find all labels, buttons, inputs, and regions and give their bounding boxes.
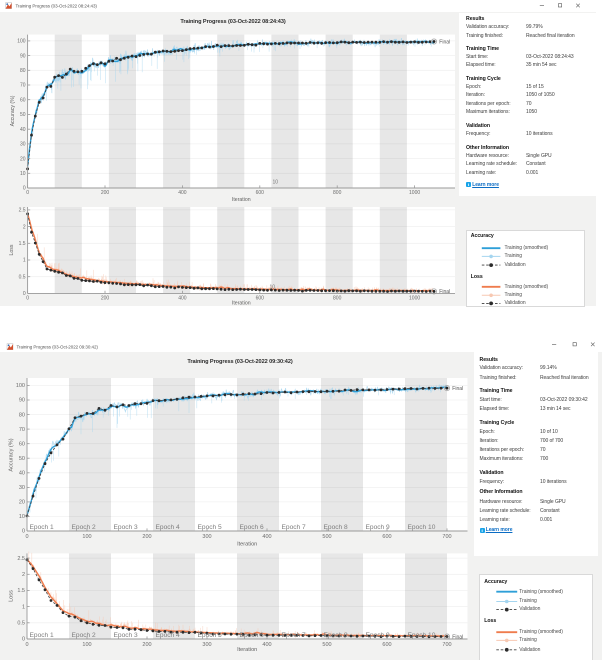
svg-text:Iteration: Iteration [237,541,257,547]
svg-text:40: 40 [19,471,25,477]
svg-text:0: 0 [25,642,28,648]
svg-text:600: 600 [256,296,265,302]
svg-text:Epoch 5: Epoch 5 [198,524,223,531]
svg-text:1.5: 1.5 [17,588,25,594]
svg-text:60: 60 [20,97,26,103]
svg-text:1: 1 [23,258,26,264]
svg-text:0: 0 [23,291,26,297]
svg-text:Accuracy (%): Accuracy (%) [8,438,14,471]
svg-text:50: 50 [20,112,26,118]
svg-text:Epoch 10: Epoch 10 [408,524,436,531]
svg-text:100: 100 [82,642,91,648]
svg-text:Accuracy (%): Accuracy (%) [10,95,16,126]
svg-text:10: 10 [270,285,276,291]
svg-text:Training Progress (03-Oct-2022: Training Progress (03-Oct-2022 08:24:43) [16,4,98,9]
svg-text:Final: Final [452,386,463,392]
svg-text:600: 600 [382,642,391,648]
svg-text:70: 70 [19,427,25,433]
svg-text:Loss: Loss [9,244,15,255]
svg-text:Epoch 9: Epoch 9 [366,632,391,639]
svg-text:0: 0 [22,529,25,535]
svg-text:30: 30 [19,485,25,491]
svg-text:60: 60 [19,441,25,447]
svg-text:80: 80 [19,412,25,418]
svg-text:Loss: Loss [8,590,14,602]
svg-text:Final: Final [452,634,463,640]
svg-text:600: 600 [382,534,391,540]
svg-text:Epoch 3: Epoch 3 [114,632,139,639]
svg-text:500: 500 [322,534,331,540]
svg-text:Epoch 7: Epoch 7 [282,524,307,531]
svg-text:300: 300 [202,534,211,540]
svg-text:0: 0 [22,637,25,643]
svg-text:700: 700 [442,534,451,540]
svg-text:200: 200 [101,296,110,302]
svg-text:2: 2 [22,572,25,578]
svg-text:200: 200 [101,190,110,196]
svg-text:Epoch 1: Epoch 1 [30,632,55,639]
svg-text:1000: 1000 [409,190,420,196]
svg-text:800: 800 [333,190,342,196]
svg-text:Epoch 10: Epoch 10 [408,632,436,639]
svg-text:Epoch 4: Epoch 4 [156,632,181,639]
svg-text:400: 400 [262,534,271,540]
svg-text:Epoch 3: Epoch 3 [114,524,139,531]
svg-text:1.5: 1.5 [19,241,26,247]
svg-text:0.5: 0.5 [19,274,26,280]
svg-text:0: 0 [26,190,29,196]
svg-text:10: 10 [20,171,26,177]
svg-text:400: 400 [262,642,271,648]
svg-text:0: 0 [23,186,26,192]
svg-text:2.5: 2.5 [17,556,25,562]
svg-text:Training Progress (03-Oct-2022: Training Progress (03-Oct-2022 09:30:42) [17,345,99,350]
svg-text:40: 40 [20,127,26,133]
svg-text:0: 0 [25,534,28,540]
svg-text:600: 600 [256,190,265,196]
svg-text:Epoch 1: Epoch 1 [30,524,55,531]
svg-text:300: 300 [202,642,211,648]
svg-text:70: 70 [20,83,26,89]
svg-text:200: 200 [142,642,151,648]
svg-text:Iteration: Iteration [232,301,251,307]
svg-text:Epoch 4: Epoch 4 [156,524,181,531]
svg-text:100: 100 [17,39,26,45]
svg-text:700: 700 [442,642,451,648]
svg-text:20: 20 [20,156,26,162]
svg-text:100: 100 [82,534,91,540]
svg-text:10: 10 [273,180,279,186]
svg-text:2: 2 [23,224,26,230]
svg-text:Iteration: Iteration [237,647,257,653]
svg-text:Epoch 7: Epoch 7 [282,632,307,639]
svg-text:Epoch 6: Epoch 6 [240,632,265,639]
svg-text:10: 10 [19,514,25,520]
svg-text:800: 800 [333,296,342,302]
svg-text:90: 90 [20,53,26,59]
svg-text:90: 90 [19,398,25,404]
svg-text:100: 100 [16,383,25,389]
svg-text:Epoch 8: Epoch 8 [324,632,349,639]
svg-text:Epoch 8: Epoch 8 [324,524,349,531]
svg-text:Epoch 9: Epoch 9 [366,524,391,531]
svg-text:400: 400 [178,190,187,196]
svg-text:Epoch 5: Epoch 5 [198,632,223,639]
svg-text:0: 0 [26,296,29,302]
svg-text:0.5: 0.5 [17,621,25,627]
svg-text:2.5: 2.5 [19,208,26,214]
svg-text:Epoch 2: Epoch 2 [72,632,97,639]
svg-text:80: 80 [20,68,26,74]
svg-text:Final: Final [439,289,450,295]
svg-text:Iteration: Iteration [232,197,251,203]
svg-text:1: 1 [22,604,25,610]
svg-text:400: 400 [178,296,187,302]
svg-text:200: 200 [142,534,151,540]
svg-text:50: 50 [19,456,25,462]
svg-text:20: 20 [19,500,25,506]
svg-text:Epoch 2: Epoch 2 [72,524,97,531]
svg-text:30: 30 [20,142,26,148]
svg-text:Final: Final [439,39,450,45]
svg-text:Epoch 6: Epoch 6 [240,524,265,531]
svg-text:1000: 1000 [409,296,420,302]
svg-text:500: 500 [322,642,331,648]
